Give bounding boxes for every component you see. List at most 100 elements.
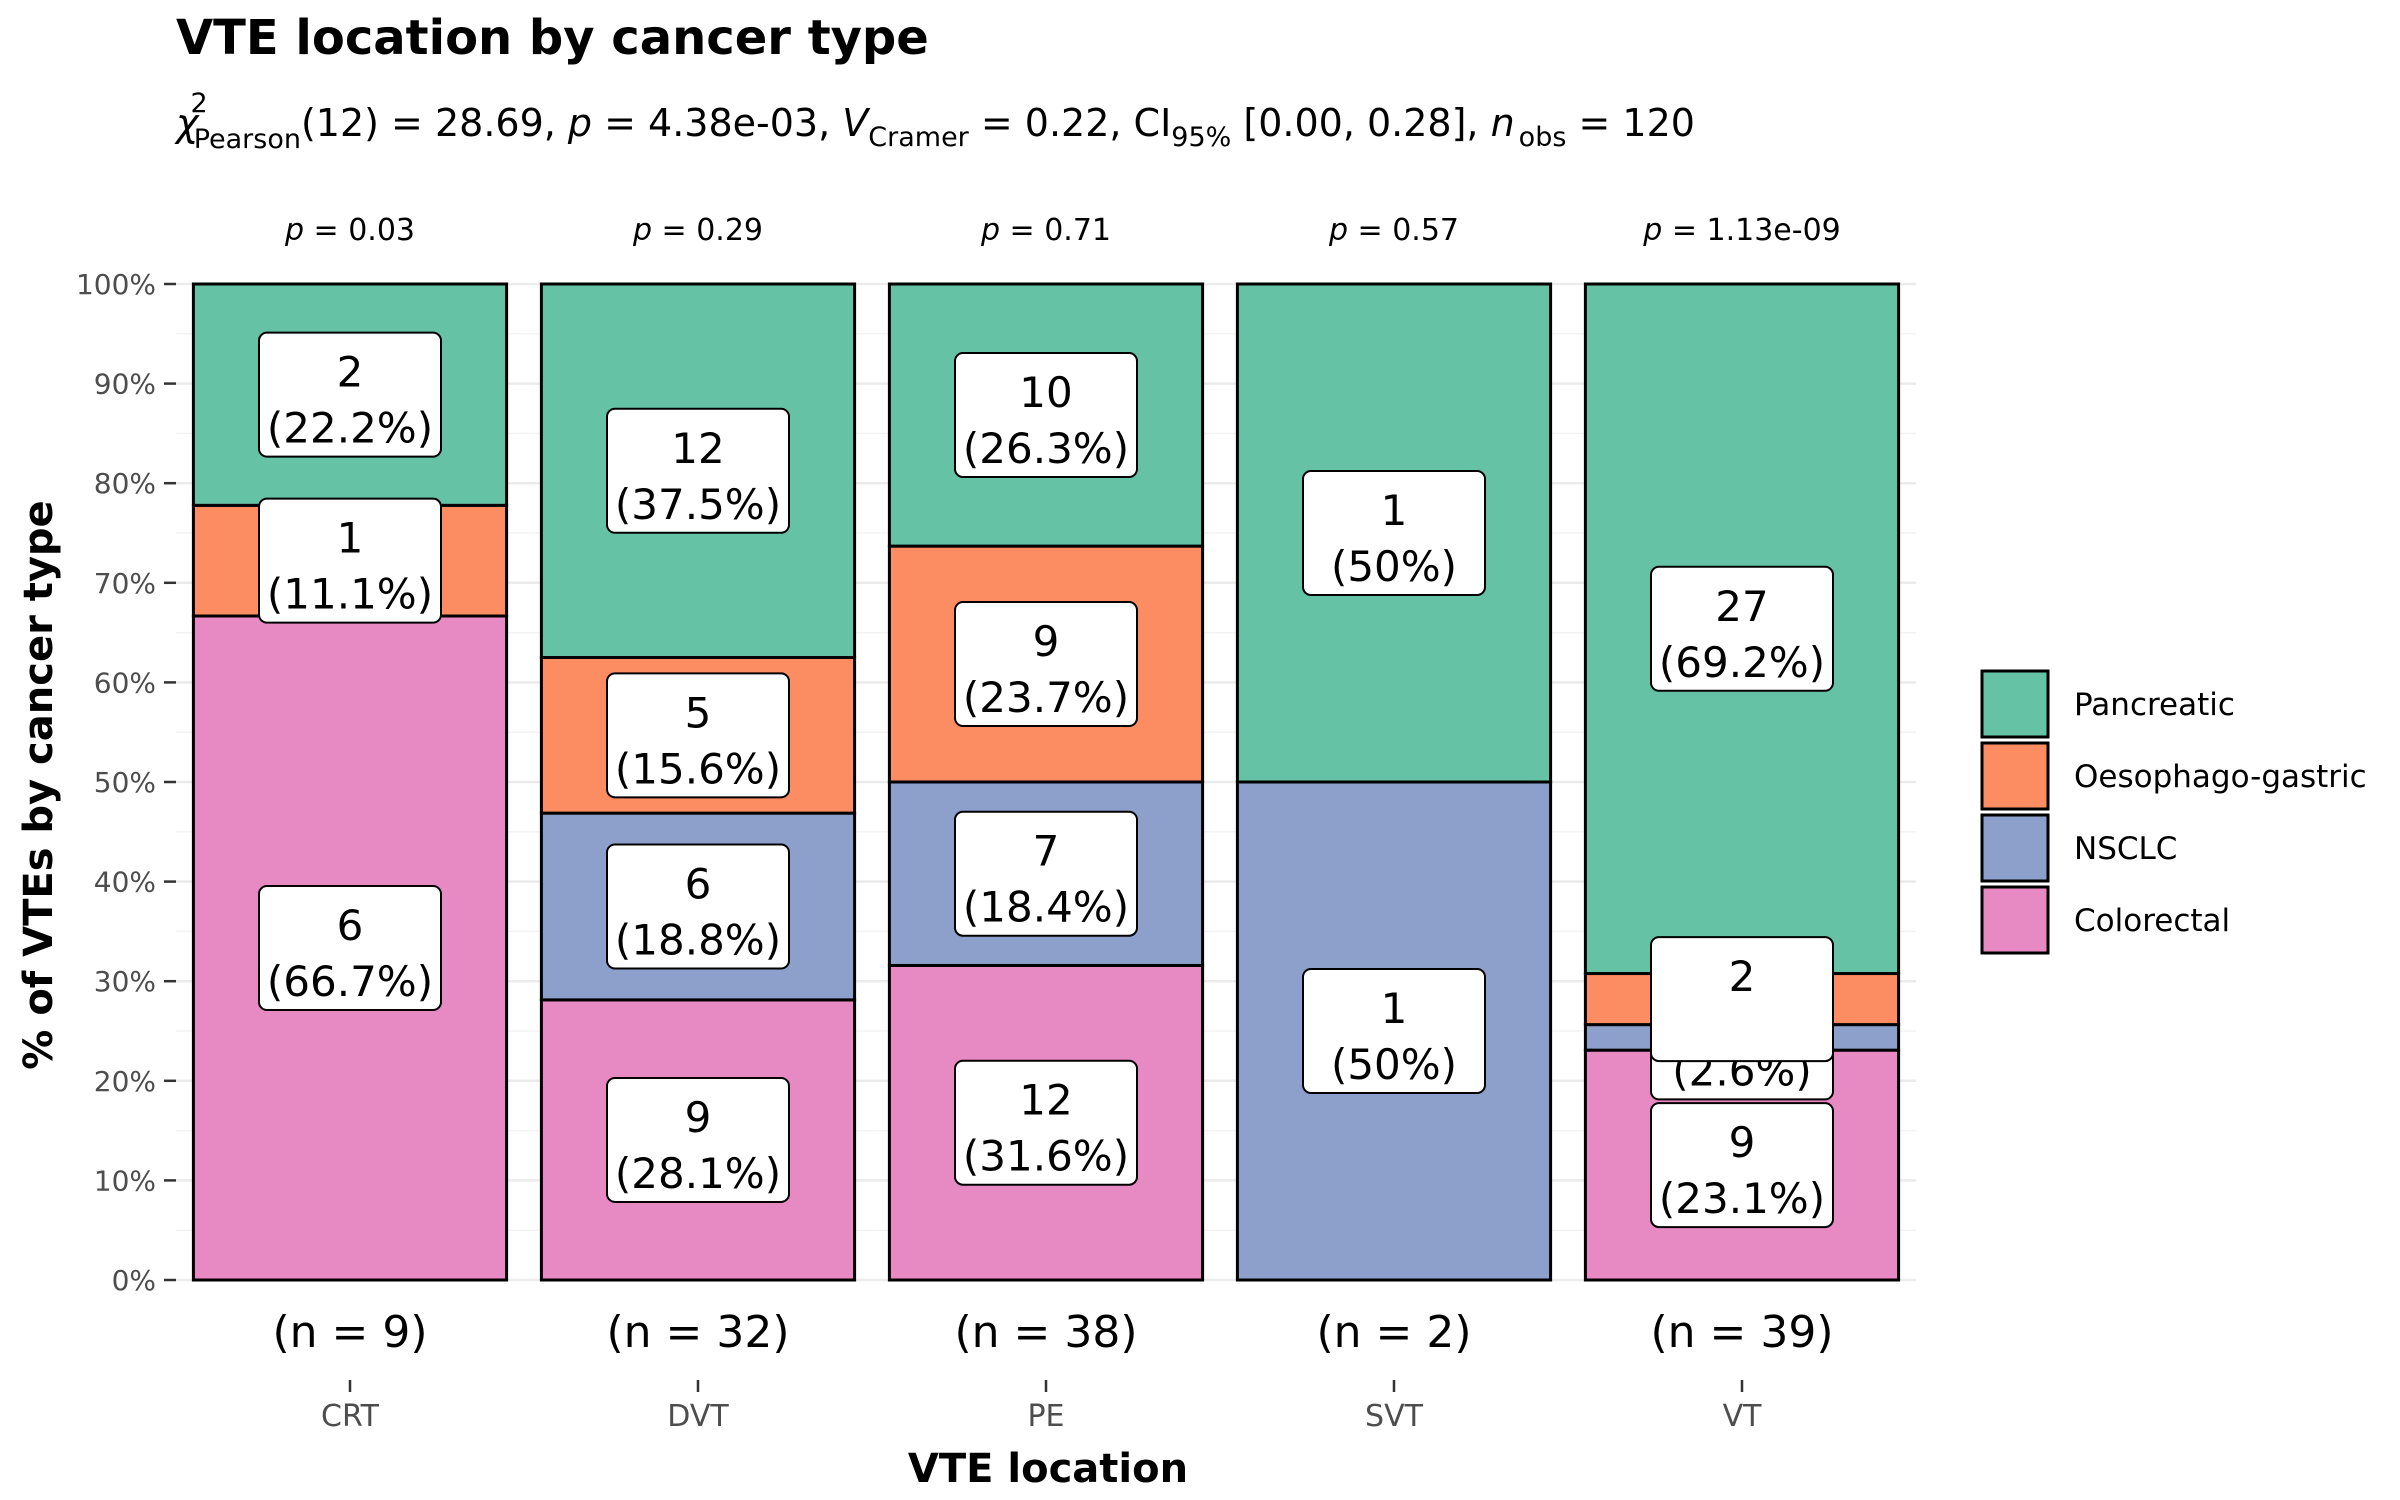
legend-swatch bbox=[1980, 885, 2050, 955]
data-label: 9 (28.1%) bbox=[606, 1076, 790, 1203]
data-label: 1 (50%) bbox=[1302, 470, 1486, 596]
data-label-count: 1 bbox=[337, 514, 364, 563]
legend-swatch bbox=[1980, 813, 2050, 883]
data-label: 10 (26.3%) bbox=[954, 352, 1138, 479]
y-tick-label: 40% bbox=[94, 866, 156, 899]
data-label-percent: (50%) bbox=[1331, 1040, 1457, 1089]
data-label-box bbox=[258, 885, 442, 1011]
x-tick-label: VT bbox=[1723, 1399, 1763, 1434]
y-tick-label: 0% bbox=[112, 1264, 156, 1297]
data-label-percent: (31.6%) bbox=[963, 1132, 1129, 1181]
x-tick-label: DVT bbox=[667, 1399, 729, 1434]
p-value-label: p = 0.57 bbox=[1328, 213, 1459, 248]
data-label: 12 (31.6%) bbox=[954, 1059, 1138, 1186]
data-label-box bbox=[606, 1076, 790, 1203]
data-label-box bbox=[1650, 1102, 1834, 1229]
data-label-count: 1 bbox=[1381, 486, 1408, 535]
y-tick-label: 100% bbox=[76, 268, 156, 301]
data-label-count: 2 bbox=[337, 348, 364, 397]
data-label-percent: (23.7%) bbox=[963, 673, 1129, 722]
data-label: 2 (22.2%) bbox=[258, 331, 442, 458]
y-tick-label: 90% bbox=[94, 368, 156, 401]
legend-label: NSCLC bbox=[2074, 831, 2177, 867]
data-label-count: 1 bbox=[1381, 984, 1408, 1033]
data-label: 7 (18.4%) bbox=[954, 810, 1138, 937]
data-label-percent: (50%) bbox=[1331, 542, 1457, 591]
legend-label: Colorectal bbox=[2074, 903, 2230, 939]
data-label-box bbox=[606, 672, 790, 799]
data-label-count: 2 bbox=[1729, 952, 1756, 1001]
data-label-count: 9 bbox=[685, 1093, 712, 1142]
p-value-label: p = 0.29 bbox=[632, 213, 763, 248]
data-label-percent: (26.3%) bbox=[963, 424, 1129, 473]
data-label: 9 (23.1%) bbox=[1650, 1102, 1834, 1229]
data-label-count: 9 bbox=[1729, 1118, 1756, 1167]
x-tick-label: PE bbox=[1027, 1399, 1064, 1434]
data-label-count: 27 bbox=[1715, 582, 1768, 631]
n-label: (n = 2) bbox=[1316, 1307, 1471, 1358]
n-label: (n = 32) bbox=[606, 1307, 789, 1358]
data-label: 2 bbox=[1650, 936, 1834, 1063]
data-label: 1 (11.1%) bbox=[258, 497, 442, 624]
data-label-percent: (22.2%) bbox=[267, 404, 433, 453]
data-label-box bbox=[1650, 936, 1834, 1063]
p-value-label: p = 0.71 bbox=[980, 213, 1111, 248]
data-label-percent: (28.1%) bbox=[615, 1149, 781, 1198]
data-label-box bbox=[606, 407, 790, 534]
y-tick-label: 30% bbox=[94, 965, 156, 998]
data-label-box bbox=[258, 497, 442, 624]
data-label-count: 6 bbox=[685, 860, 712, 909]
legend-swatch bbox=[1980, 741, 2050, 811]
data-label: 6 (66.7%) bbox=[258, 885, 442, 1011]
chart-subtitle: χ2 Pearson(12) = 28.69, p = 4.38e-03, VCr… bbox=[174, 88, 1695, 155]
y-axis: 0% 10% 20% 30% 40% 50% 60% 70% 80% 90% 100% bbox=[76, 268, 176, 1297]
data-label-box bbox=[954, 1059, 1138, 1186]
n-label: (n = 38) bbox=[954, 1307, 1137, 1358]
y-axis-title: % of VTEs by cancer type bbox=[16, 500, 62, 1069]
data-label-box bbox=[954, 810, 1138, 937]
data-label-box bbox=[954, 601, 1138, 728]
data-label-box bbox=[1650, 565, 1834, 692]
y-tick-label: 20% bbox=[94, 1065, 156, 1098]
x-axis: p = 0.03 (n = 9) CRT p = 0.29 (n = 32) DVT p =… bbox=[272, 213, 1840, 1434]
data-label: 27 (69.2%) bbox=[1650, 565, 1834, 692]
legend: Pancreatic Oesophago-gastric NSCLC Colorect… bbox=[1980, 669, 2367, 955]
n-label: (n = 39) bbox=[1650, 1307, 1833, 1358]
data-label-percent: (15.6%) bbox=[615, 744, 781, 793]
x-tick-label: SVT bbox=[1365, 1399, 1424, 1434]
data-label-percent: (66.7%) bbox=[267, 957, 433, 1006]
bar-segment bbox=[1235, 282, 1553, 784]
y-tick-label: 80% bbox=[94, 467, 156, 500]
data-label-box bbox=[1302, 470, 1486, 596]
x-tick-label: CRT bbox=[321, 1399, 380, 1434]
y-tick-label: 50% bbox=[94, 766, 156, 799]
legend-swatch bbox=[1980, 669, 2050, 739]
legend-label: Oesophago-gastric bbox=[2074, 759, 2367, 795]
y-tick-label: 60% bbox=[94, 666, 156, 699]
n-label: (n = 9) bbox=[272, 1307, 427, 1358]
data-label-percent: (69.2%) bbox=[1659, 638, 1825, 687]
data-label: 1 (50%) bbox=[1302, 968, 1486, 1094]
data-label-box bbox=[606, 843, 790, 970]
data-label: 6 (18.8%) bbox=[606, 843, 790, 970]
data-label-percent: (37.5%) bbox=[615, 480, 781, 529]
data-label-count: 7 bbox=[1033, 827, 1060, 876]
p-value-label: p = 1.13e-09 bbox=[1642, 213, 1841, 248]
data-label-count: 6 bbox=[337, 901, 364, 950]
data-label-count: 5 bbox=[685, 688, 712, 737]
data-label-percent: (18.8%) bbox=[615, 916, 781, 965]
data-label-count: 9 bbox=[1033, 617, 1060, 666]
x-axis-title: VTE location bbox=[908, 1446, 1188, 1492]
y-tick-label: 70% bbox=[94, 567, 156, 600]
chart-title: VTE location by cancer type bbox=[176, 10, 929, 66]
data-labels: 6 (66.7%) 1 (11.1%) 2 (22.2%) 9 (28.1%) 6 (18.8%)… bbox=[258, 331, 1834, 1229]
p-value-label: p = 0.03 bbox=[284, 213, 415, 248]
data-label-box bbox=[258, 331, 442, 458]
data-label-count: 12 bbox=[671, 424, 724, 473]
data-label-box bbox=[954, 352, 1138, 479]
data-label: 12 (37.5%) bbox=[606, 407, 790, 534]
data-label-percent: (23.1%) bbox=[1659, 1174, 1825, 1223]
data-label: 5 (15.6%) bbox=[606, 672, 790, 799]
data-label-percent: (18.4%) bbox=[963, 883, 1129, 932]
legend-label: Pancreatic bbox=[2074, 687, 2235, 723]
